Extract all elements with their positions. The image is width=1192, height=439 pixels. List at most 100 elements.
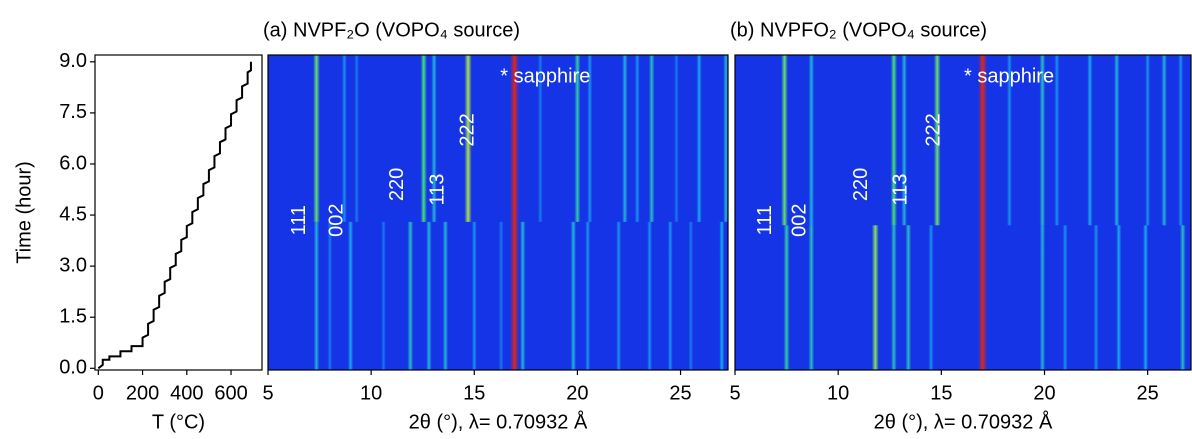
diffraction-streak: [890, 55, 898, 226]
diffraction-streak: [783, 225, 790, 370]
diffraction-streak: [498, 221, 504, 370]
heatmap: [781, 55, 1186, 370]
diffraction-streak: [570, 221, 577, 370]
x-tick-label: 5: [729, 382, 740, 404]
x-axis-label: 2θ (°), λ= 0.70932 Å: [409, 410, 588, 433]
diffraction-streak: [1039, 225, 1046, 370]
peak-annotation: 222: [922, 113, 944, 146]
peak-annotation: 111: [288, 205, 310, 235]
y-tick-label: 1.5: [59, 305, 87, 327]
diffraction-streak: [901, 55, 907, 226]
diffraction-streak: [420, 55, 427, 222]
plot-frame: [267, 54, 729, 371]
diffraction-streak: [1054, 55, 1060, 226]
diffraction-streak: [1142, 225, 1149, 370]
diffraction-streak: [585, 221, 591, 370]
diffraction-streak: [1039, 55, 1046, 226]
x-tick-label: 15: [463, 382, 485, 404]
diffraction-streak: [327, 221, 333, 370]
y-tick-label: 6.0: [59, 152, 87, 174]
diffraction-streak: [1178, 55, 1184, 226]
diffraction-streak: [781, 55, 788, 226]
temperature-profile: [97, 61, 252, 370]
diffraction-streak: [688, 221, 694, 370]
x-tick-label: 400: [170, 382, 203, 404]
x-tick-label: 25: [1137, 382, 1159, 404]
diffraction-streak: [587, 55, 593, 222]
diffraction-streak: [341, 55, 347, 222]
diffraction-streak: [871, 225, 879, 370]
y-tick-label: 4.5: [59, 203, 87, 225]
diffraction-streak: [648, 55, 655, 222]
peak-annotation: 002: [788, 203, 810, 236]
diffraction-streak: [674, 55, 679, 222]
diffraction-streak: [1179, 225, 1186, 370]
peak-annotation: 111: [754, 205, 776, 235]
y-tick-label: 9.0: [59, 50, 87, 72]
diffraction-streak: [381, 221, 386, 370]
diffraction-streak: [426, 221, 432, 370]
peak-annotation: 113: [889, 174, 911, 206]
diffraction-streak: [1062, 225, 1068, 370]
diffraction-streak: [1093, 225, 1099, 370]
diffraction-streak: [1145, 55, 1151, 226]
diffraction-streak: [407, 221, 414, 370]
peak-annotation: 002: [325, 203, 347, 236]
diffraction-streak: [905, 225, 912, 370]
peak-annotation: 220: [386, 168, 408, 201]
diffraction-streak: [634, 55, 640, 222]
diffraction-streak: [313, 55, 320, 222]
diffraction-streak: [471, 221, 477, 370]
diffraction-streak: [808, 55, 815, 226]
x-tick-label: 15: [930, 382, 952, 404]
diffraction-streak: [347, 221, 354, 370]
x-axis-label: 2θ (°), λ= 0.70932 Å: [874, 410, 1053, 433]
diffraction-streak: [537, 55, 543, 222]
y-tick-label: 0.0: [59, 357, 87, 379]
peak-annotation: 113: [426, 174, 448, 206]
diffraction-streak: [464, 55, 472, 222]
x-tick-label: 20: [566, 382, 588, 404]
diffraction-streak: [1006, 55, 1012, 226]
x-tick-label: 0: [93, 382, 104, 404]
peak-annotation: * sapphire: [500, 65, 590, 87]
peak-annotation: * sapphire: [964, 65, 1054, 87]
diffraction-streak: [719, 221, 725, 370]
diffraction-streak: [442, 221, 449, 370]
diffraction-streak: [1116, 225, 1122, 370]
chart-title: (b) NVPFO₂ (VOPO₄ source): [730, 19, 987, 41]
y-tick-label: 7.5: [59, 101, 87, 123]
chart-title: (a) NVPF₂O (VOPO₄ source): [263, 19, 520, 41]
peak-annotation: 222: [456, 113, 478, 146]
diffraction-streak: [667, 221, 673, 370]
diffraction-streak: [574, 55, 581, 222]
x-axis-label: T (°C): [152, 411, 205, 433]
diffraction-streak: [510, 55, 520, 370]
x-tick-label: 200: [126, 382, 159, 404]
diffraction-streak: [622, 55, 628, 222]
diffraction-streak: [354, 55, 360, 222]
diffraction-streak: [431, 55, 437, 222]
diffraction-streak: [891, 225, 897, 370]
peak-annotation: 220: [850, 168, 872, 201]
x-tick-label: 5: [262, 382, 273, 404]
x-tick-label: 600: [214, 382, 247, 404]
diffraction-streak: [696, 55, 702, 222]
diffraction-streak: [1113, 55, 1120, 226]
diffraction-streak: [723, 55, 728, 222]
diffraction-streak: [1087, 55, 1093, 226]
diffraction-streak: [933, 55, 941, 226]
x-tick-label: 10: [827, 382, 849, 404]
diffraction-streak: [1161, 55, 1167, 226]
diffraction-streak: [520, 221, 526, 370]
plot-frame: [734, 54, 1192, 371]
diffraction-streak: [808, 225, 815, 370]
diffraction-streak: [616, 221, 622, 370]
x-tick-label: 25: [669, 382, 691, 404]
y-tick-label: 3.0: [59, 254, 87, 276]
plot-frame: [94, 54, 263, 371]
diffraction-streak: [313, 221, 320, 370]
diffraction-streak: [978, 55, 988, 370]
diffraction-streak: [928, 225, 934, 370]
x-tick-label: 20: [1033, 382, 1055, 404]
